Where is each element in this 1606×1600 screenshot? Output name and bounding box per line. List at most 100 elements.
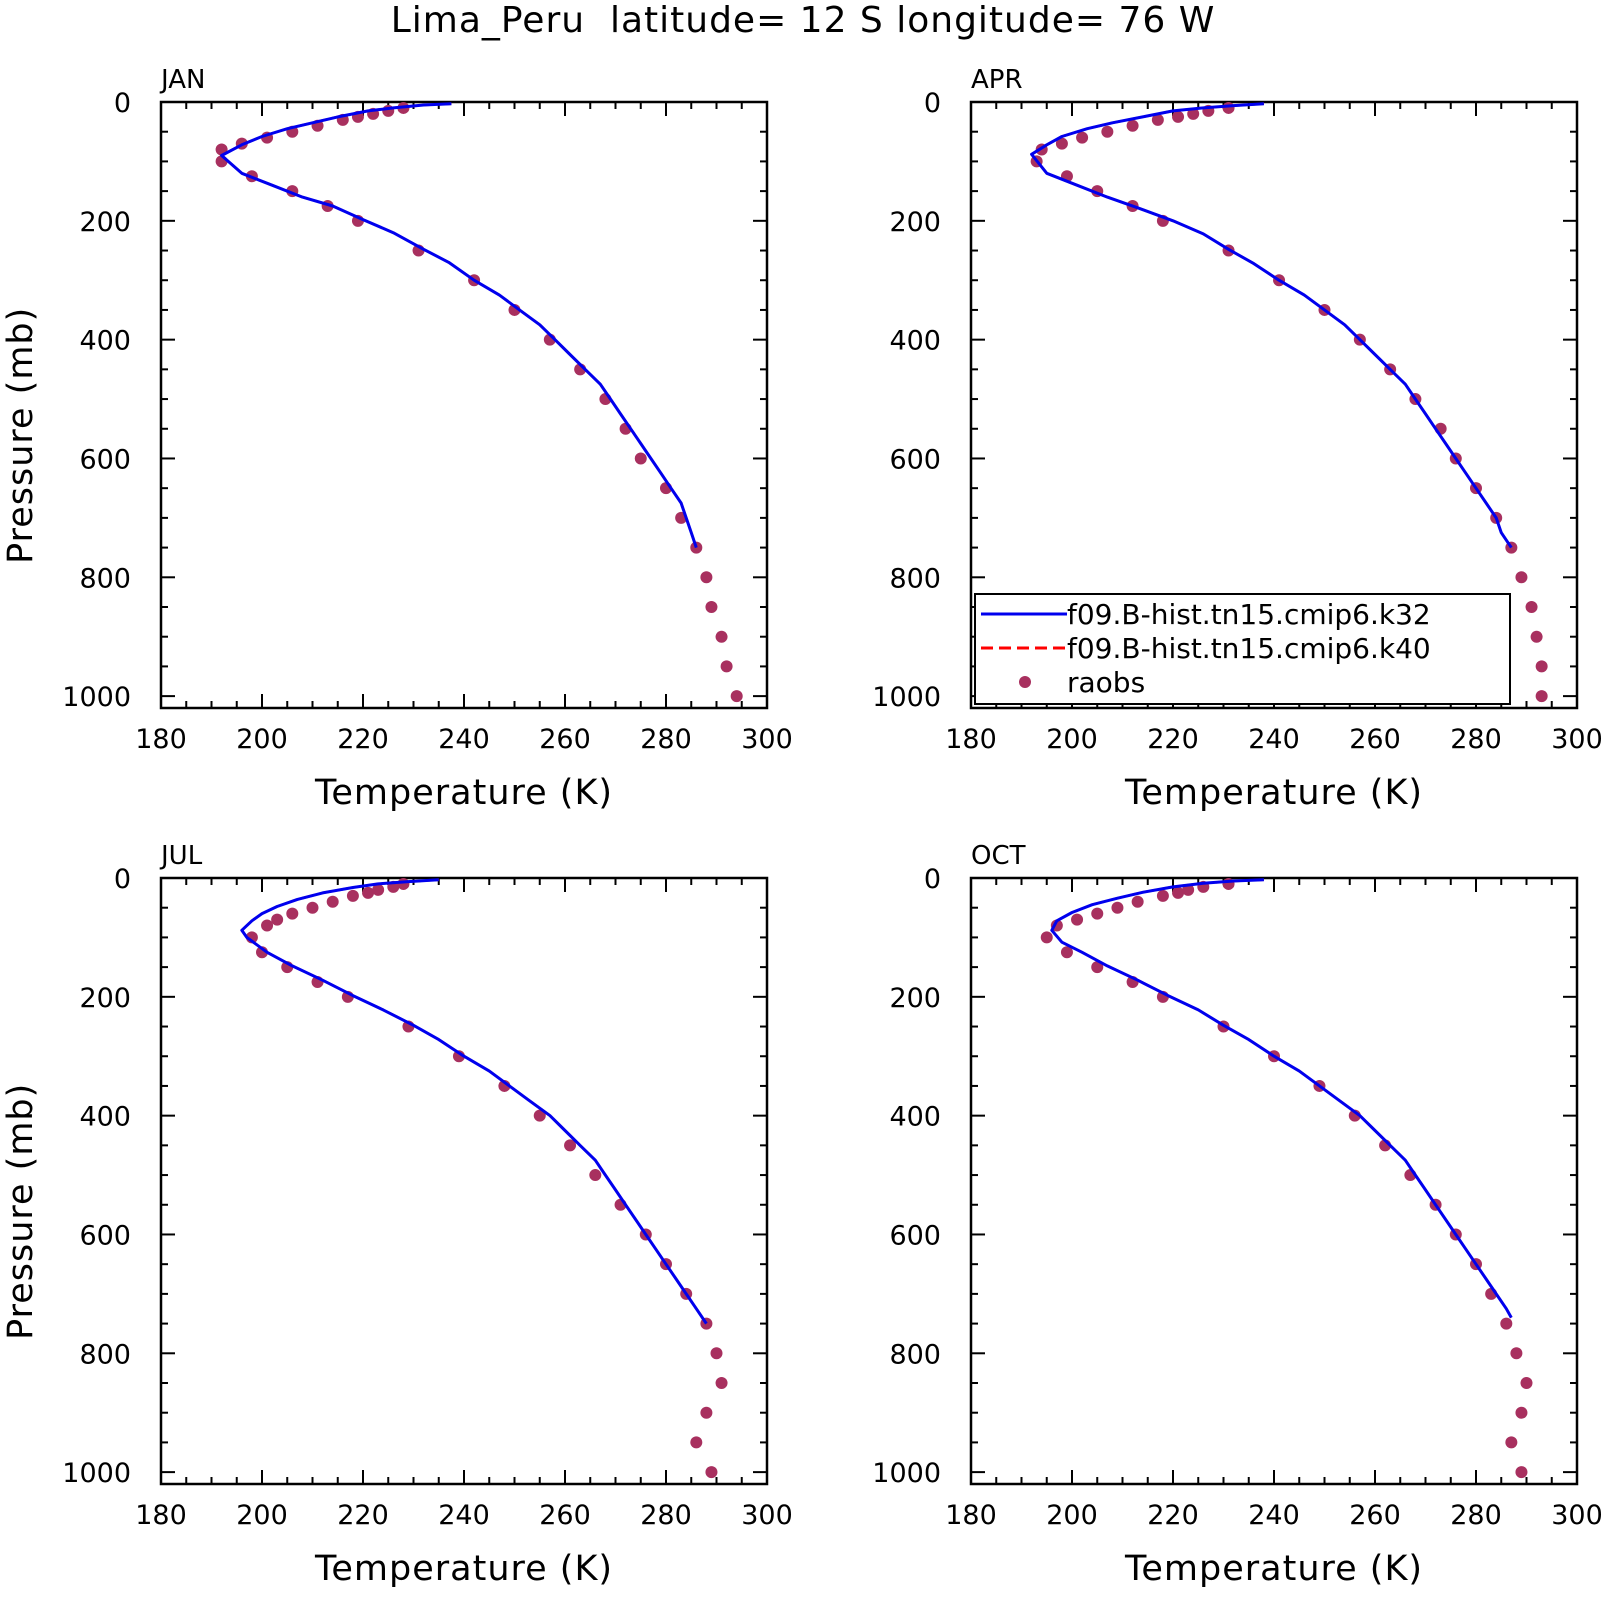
- series-line-k32: [220, 102, 698, 549]
- y-tick-label: 400: [889, 1102, 941, 1133]
- raobs-point: [1091, 961, 1104, 974]
- y-tick-label: 200: [889, 207, 941, 238]
- raobs-point: [1222, 101, 1235, 114]
- x-tick-label: 180: [135, 724, 187, 755]
- x-tick-label: 240: [1248, 1500, 1300, 1531]
- raobs-point: [1505, 1436, 1518, 1449]
- panel-title: JAN: [159, 65, 205, 95]
- raobs-point: [1071, 913, 1084, 926]
- y-tick-label: 600: [889, 1220, 941, 1251]
- x-tick-label: 280: [1450, 1500, 1502, 1531]
- raobs-point: [700, 1406, 713, 1419]
- figure-title: Lima_Peru latitude= 12 S longitude= 76 W: [391, 0, 1216, 41]
- raobs-point: [1111, 901, 1124, 914]
- raobs-point: [286, 907, 299, 920]
- y-tick-label: 800: [889, 563, 941, 594]
- raobs-point: [1530, 630, 1543, 643]
- x-tick-label: 260: [539, 1500, 591, 1531]
- plot-frame: [969, 876, 1579, 1486]
- x-tick-label: 200: [236, 1500, 288, 1531]
- y-tick-label: 600: [889, 444, 941, 475]
- raobs-point: [1510, 1347, 1523, 1360]
- raobs-point: [715, 1377, 728, 1389]
- raobs-point: [564, 1139, 577, 1152]
- y-tick-label: 0: [924, 88, 941, 119]
- raobs-point: [326, 895, 339, 908]
- raobs-point: [1525, 601, 1538, 613]
- y-axis-label: Pressure (mb): [1, 307, 41, 564]
- raobs-point: [1101, 125, 1114, 138]
- raobs-point: [1040, 931, 1053, 944]
- x-tick-label: 220: [1147, 1500, 1199, 1531]
- series-line-k40: [1030, 102, 1513, 549]
- y-tick-label: 1000: [872, 1458, 941, 1489]
- raobs-point: [1131, 895, 1144, 908]
- x-tick-label: 300: [1551, 1500, 1603, 1531]
- raobs-point: [589, 1169, 602, 1182]
- panel-title: JUL: [159, 841, 203, 871]
- raobs-point: [710, 1347, 723, 1360]
- x-tick-label: 280: [640, 1500, 692, 1531]
- y-tick-label: 1000: [872, 682, 941, 713]
- series-line-k40: [1050, 878, 1513, 1319]
- y-tick-label: 800: [79, 563, 131, 594]
- series-line-k32: [1030, 102, 1513, 549]
- x-tick-label: 240: [438, 1500, 490, 1531]
- raobs-point: [634, 452, 647, 465]
- legend: f09.B-hist.tn15.cmip6.k32f09.B-hist.tn15…: [974, 593, 1511, 705]
- y-axis-label: Pressure (mb): [1, 1083, 41, 1340]
- series-line-k40: [220, 102, 698, 548]
- raobs-point: [261, 919, 274, 932]
- y-tick-label: 1000: [62, 682, 131, 713]
- raobs-point: [1060, 946, 1073, 959]
- y-tick-label: 800: [79, 1339, 131, 1370]
- x-tick-label: 280: [640, 724, 692, 755]
- raobs-point: [1172, 110, 1185, 123]
- x-tick-label: 300: [741, 1500, 793, 1531]
- y-tick-label: 0: [114, 88, 131, 119]
- y-tick-label: 400: [79, 1102, 131, 1133]
- y-tick-label: 200: [79, 207, 131, 238]
- x-tick-label: 260: [539, 724, 591, 755]
- x-tick-label: 300: [1551, 724, 1603, 755]
- raobs-point: [1156, 889, 1169, 902]
- raobs-point: [346, 889, 359, 902]
- x-tick-label: 300: [741, 724, 793, 755]
- y-tick-label: 400: [889, 326, 941, 357]
- raobs-point: [715, 630, 728, 643]
- x-tick-label: 260: [1349, 1500, 1401, 1531]
- raobs-point: [1520, 1377, 1533, 1389]
- raobs-point: [1515, 571, 1528, 584]
- x-axis-label: Temperature (K): [1124, 773, 1423, 813]
- raobs-point: [705, 1466, 718, 1479]
- panel-title: OCT: [971, 841, 1026, 871]
- raobs-point: [1091, 907, 1104, 920]
- x-tick-label: 220: [1147, 724, 1199, 755]
- panel-title: APR: [971, 65, 1023, 95]
- panel-jul: 180 200 220 240 260 280 300 0 200 400 600 800 1000 JU…: [1, 841, 793, 1589]
- x-axis-label: Temperature (K): [1124, 1549, 1423, 1589]
- raobs-point: [1076, 131, 1089, 144]
- y-tick-label: 800: [889, 1339, 941, 1370]
- panel-jan: 180 200 220 240 260 280 300 0 200 400 600 800 1000 JA…: [1, 65, 793, 813]
- y-tick-label: 600: [79, 1220, 131, 1251]
- x-tick-label: 220: [337, 724, 389, 755]
- raobs-point: [271, 913, 284, 926]
- raobs-point: [690, 1436, 703, 1449]
- raobs-point: [1151, 113, 1164, 126]
- raobs-point: [1172, 886, 1185, 899]
- y-tick-label: 200: [889, 983, 941, 1014]
- raobs-point: [397, 877, 410, 890]
- raobs-point: [533, 1109, 546, 1122]
- series-line-k40: [240, 878, 708, 1325]
- raobs-point: [1055, 137, 1068, 150]
- legend-label: f09.B-hist.tn15.cmip6.k32: [1067, 598, 1431, 631]
- x-tick-label: 180: [135, 1500, 187, 1531]
- x-tick-label: 220: [337, 1500, 389, 1531]
- x-tick-label: 200: [1046, 1500, 1098, 1531]
- series-line-k32: [240, 878, 708, 1325]
- raobs-point: [1187, 107, 1200, 120]
- plot-frame: [159, 100, 769, 710]
- y-tick-label: 400: [79, 326, 131, 357]
- y-tick-label: 0: [114, 864, 131, 895]
